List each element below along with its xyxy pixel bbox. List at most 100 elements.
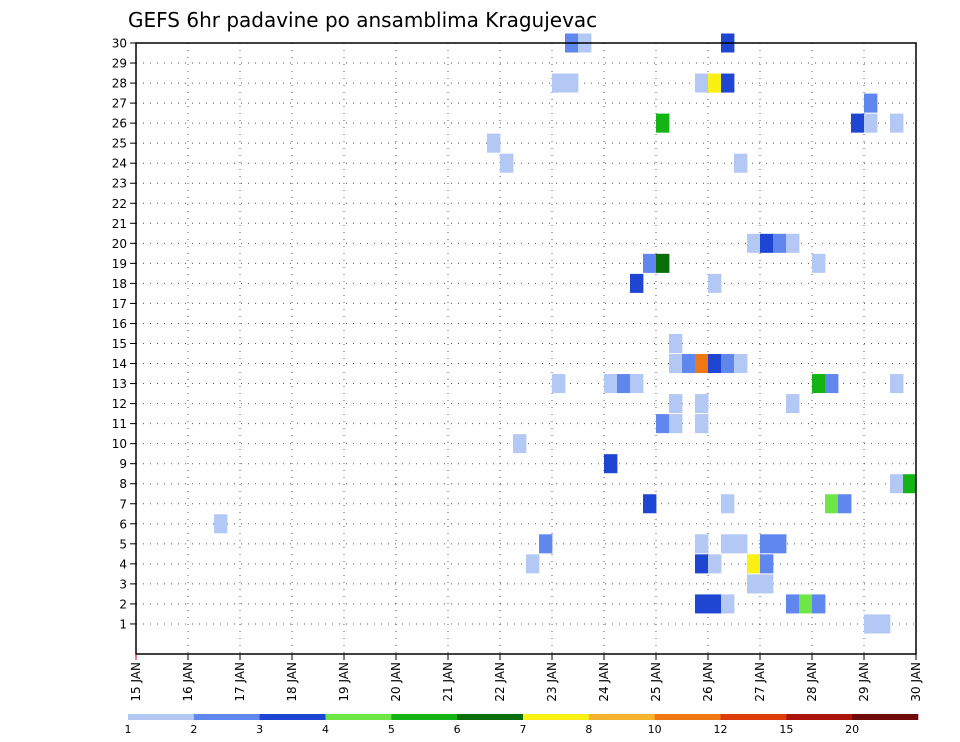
y-tick-label: 26 bbox=[112, 117, 127, 131]
colorbar-level-label: 15 bbox=[779, 723, 793, 736]
precip-cell bbox=[721, 73, 735, 93]
precip-cell bbox=[708, 594, 722, 614]
precip-cell bbox=[695, 73, 709, 93]
colorbar-level-label: 20 bbox=[845, 723, 859, 736]
x-tick-label: 22 JAN bbox=[493, 662, 507, 702]
colorbar-segment bbox=[259, 714, 326, 720]
precip-cell bbox=[890, 113, 904, 133]
x-tick-label: 23 JAN bbox=[545, 662, 559, 702]
x-tick-label: 28 JAN bbox=[805, 662, 819, 702]
x-tick-label: 16 JAN bbox=[181, 662, 195, 702]
precip-cell bbox=[513, 434, 527, 454]
precip-cell bbox=[708, 554, 722, 574]
plot-frame bbox=[135, 42, 917, 655]
precip-cell bbox=[864, 614, 878, 634]
precip-cell bbox=[695, 594, 709, 614]
precip-cell bbox=[617, 374, 631, 394]
x-axis-date-ticks: 15 JAN 16 JAN 17 JAN 18 JAN 19 JAN 20 JAN 21 J… bbox=[129, 654, 923, 702]
precip-cell bbox=[747, 233, 761, 253]
precip-cell bbox=[825, 374, 839, 394]
colorbar-segment bbox=[852, 714, 919, 720]
y-tick-label: 21 bbox=[112, 217, 127, 231]
y-tick-label: 15 bbox=[112, 337, 127, 351]
y-tick-label: 11 bbox=[112, 417, 127, 431]
colorbar-segment bbox=[523, 714, 590, 720]
precip-cell bbox=[630, 273, 644, 293]
y-tick-label: 28 bbox=[112, 77, 127, 91]
x-tick-label: 24 JAN bbox=[597, 662, 611, 702]
precip-cell bbox=[747, 574, 761, 594]
precip-cell bbox=[539, 534, 553, 554]
precipitation-cells bbox=[214, 33, 917, 634]
x-tick-label: 17 JAN bbox=[233, 662, 247, 702]
x-tick-label: 20 JAN bbox=[389, 662, 403, 702]
y-tick-label: 23 bbox=[112, 177, 127, 191]
precip-cell bbox=[656, 253, 670, 273]
colorbar-segment bbox=[128, 714, 195, 720]
precip-cell bbox=[630, 374, 644, 394]
x-tick-label: 25 JAN bbox=[649, 662, 663, 702]
precip-cell bbox=[890, 374, 904, 394]
precip-cell bbox=[669, 354, 683, 374]
colorbar-level-label: 10 bbox=[648, 723, 662, 736]
precip-cell bbox=[851, 113, 865, 133]
precip-cell bbox=[708, 354, 722, 374]
x-tick-label: 19 JAN bbox=[337, 662, 351, 702]
precip-cell bbox=[734, 153, 748, 173]
precip-cell bbox=[721, 594, 735, 614]
colorbar-level-label: 8 bbox=[585, 723, 592, 736]
y-tick-label: 7 bbox=[119, 497, 127, 511]
colorbar-level-label: 4 bbox=[322, 723, 329, 736]
chart-title: GEFS 6hr padavine po ansamblima Kragujev… bbox=[128, 8, 597, 32]
colorbar-segment bbox=[588, 714, 655, 720]
colorbar: 1 2 3 4 5 6 7 8 10 12 15 20 bbox=[125, 714, 919, 736]
colorbar-level-label: 1 bbox=[125, 723, 132, 736]
precip-cell bbox=[786, 594, 800, 614]
x-tick-label: 15 JAN bbox=[129, 662, 143, 702]
y-tick-label: 6 bbox=[119, 517, 127, 531]
colorbar-level-label: 2 bbox=[190, 723, 197, 736]
precip-cell bbox=[604, 374, 618, 394]
x-tick-label: 18 JAN bbox=[285, 662, 299, 702]
precip-cell bbox=[643, 494, 657, 514]
precip-cell bbox=[760, 534, 774, 554]
precip-cell bbox=[526, 554, 540, 574]
colorbar-level-label: 12 bbox=[714, 723, 728, 736]
x-tick-label: 21 JAN bbox=[441, 662, 455, 702]
precip-cell bbox=[760, 554, 774, 574]
x-tick-label: 30 JAN bbox=[909, 662, 923, 702]
y-tick-label: 4 bbox=[119, 557, 127, 571]
y-tick-label: 18 bbox=[112, 277, 127, 291]
precip-cell bbox=[708, 73, 722, 93]
precip-cell bbox=[695, 534, 709, 554]
y-tick-label: 30 bbox=[112, 37, 127, 51]
x-tick-label: 27 JAN bbox=[753, 662, 767, 702]
precip-cell bbox=[500, 153, 514, 173]
colorbar-segment bbox=[325, 714, 392, 720]
precip-cell bbox=[838, 494, 852, 514]
precip-cell bbox=[734, 534, 748, 554]
precip-cell bbox=[669, 414, 683, 434]
y-tick-label: 1 bbox=[119, 617, 127, 631]
precip-cell bbox=[812, 594, 826, 614]
precip-cell bbox=[604, 454, 618, 474]
y-tick-label: 24 bbox=[112, 157, 127, 171]
precip-cell bbox=[864, 93, 878, 113]
precip-cell bbox=[825, 494, 839, 514]
precip-cell bbox=[877, 614, 891, 634]
precip-cell bbox=[773, 534, 787, 554]
y-axis-member-ticks: 1234567891011121314151617181920212223242… bbox=[112, 37, 136, 631]
precip-cell bbox=[864, 113, 878, 133]
y-tick-label: 10 bbox=[112, 437, 127, 451]
y-tick-label: 19 bbox=[112, 257, 127, 271]
y-tick-label: 14 bbox=[112, 357, 127, 371]
precip-cell bbox=[695, 394, 709, 414]
colorbar-segment bbox=[786, 714, 853, 720]
precip-cell bbox=[695, 354, 709, 374]
y-tick-label: 2 bbox=[119, 597, 127, 611]
precip-cell bbox=[786, 233, 800, 253]
x-tick-label: 26 JAN bbox=[701, 662, 715, 702]
precip-cell bbox=[786, 394, 800, 414]
precip-cell bbox=[721, 534, 735, 554]
